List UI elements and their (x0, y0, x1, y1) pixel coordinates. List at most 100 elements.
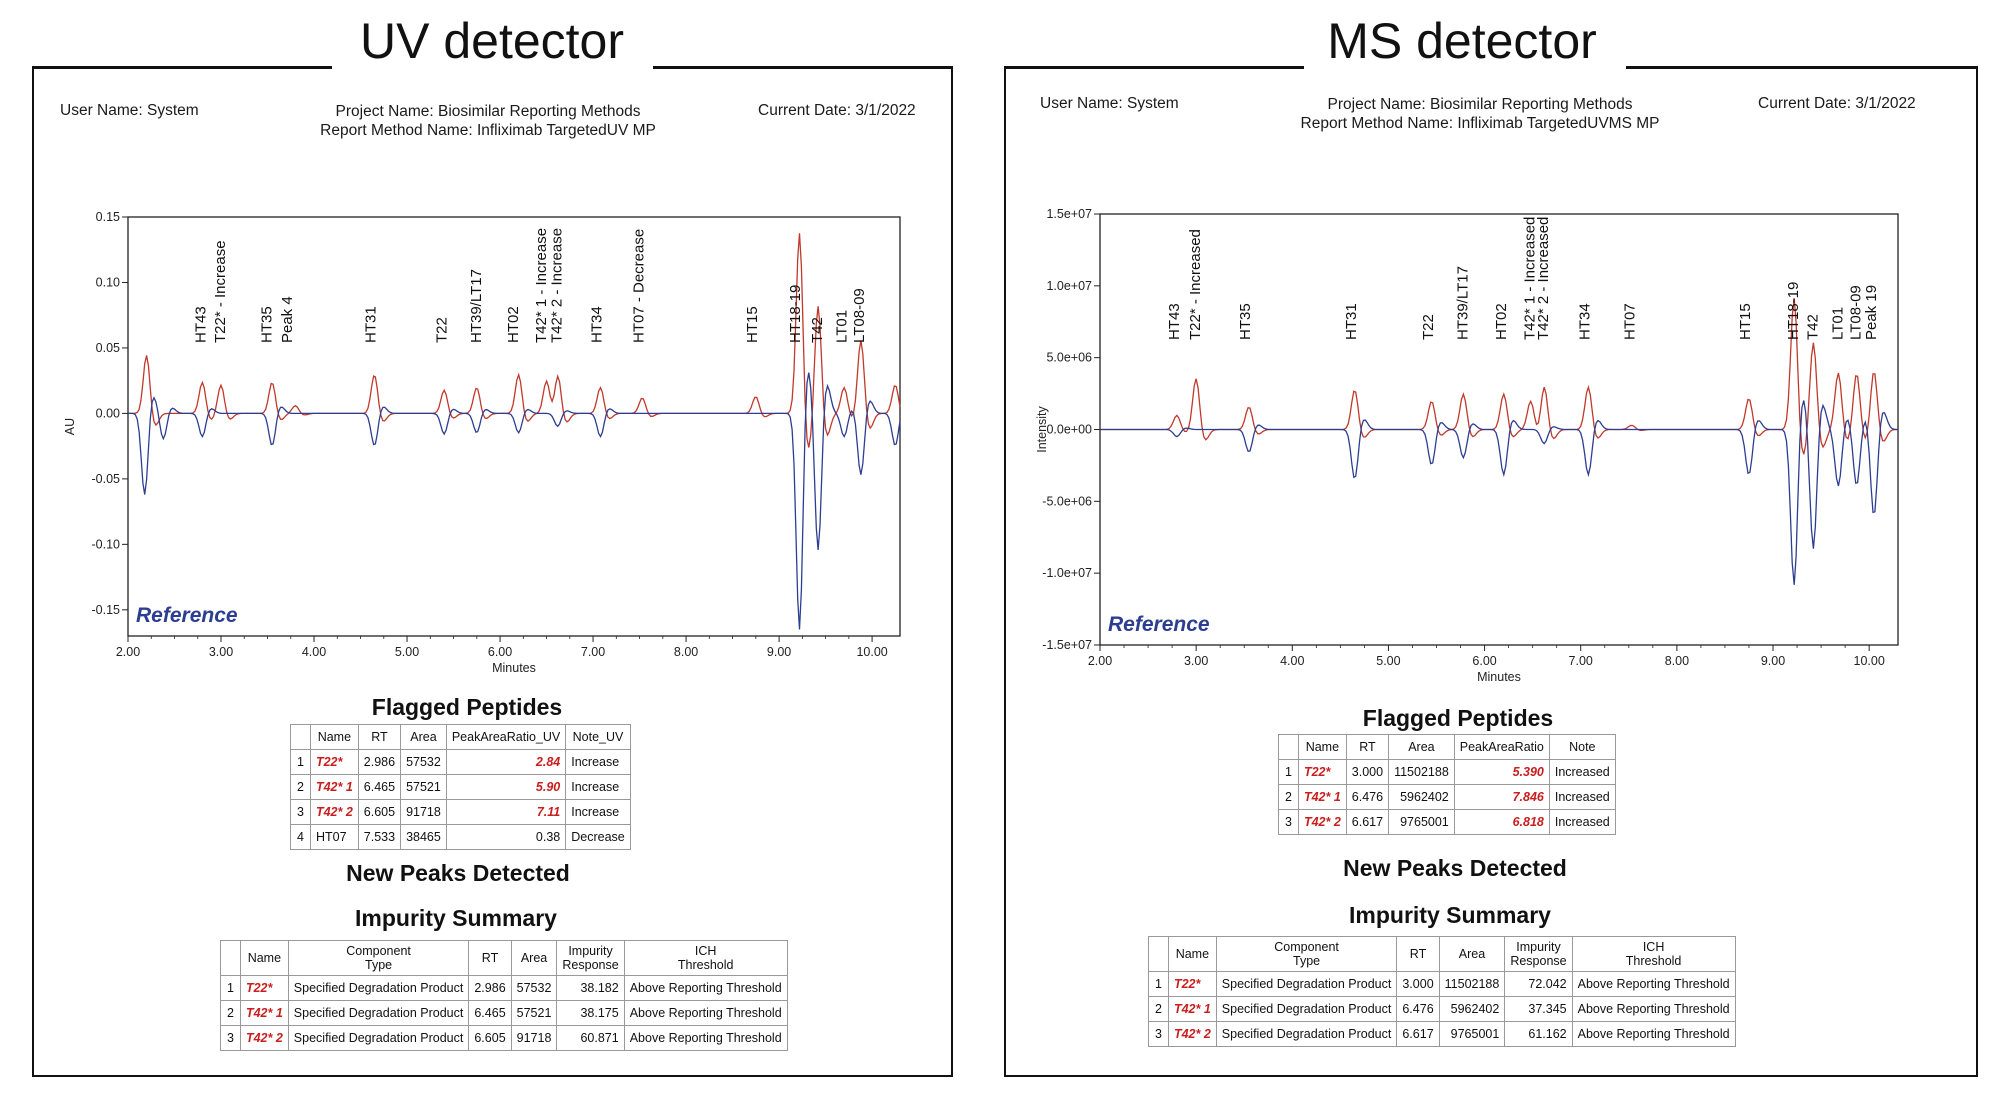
table-cell: T42* 1 (1297, 784, 1347, 810)
uv-y-tick-label: -0.10 (92, 537, 121, 551)
uv-peak-label: HT31 (363, 306, 380, 343)
table-cell: T22* (1167, 971, 1217, 997)
column-header: ICH Threshold (623, 940, 788, 976)
ms-peak-label: LT08-09 (1848, 285, 1865, 340)
uv-heading-rule-left (32, 66, 332, 69)
uv-peak-label: HT34 (589, 306, 606, 343)
table-cell: 5.90 (445, 774, 567, 800)
table-header-row: Name Component Type RT Area Impurity Response I… (1148, 936, 1736, 972)
ms-peak-label: HT34 (1577, 303, 1594, 340)
column-header: Area (400, 724, 447, 750)
ms-heading-rule-right (1626, 66, 1978, 69)
column-header: PeakAreaRatio_UV (445, 724, 567, 750)
ms-peak-label: HT15 (1737, 303, 1754, 340)
uv-y-tick-label: -0.15 (92, 603, 121, 617)
table-cell: 3.000 (1396, 971, 1440, 997)
uv-y-tick-label: 0.10 (96, 275, 120, 289)
table-cell: 3 (220, 1025, 241, 1051)
uv-x-axis-label: Minutes (492, 661, 536, 675)
uv-user-name: User Name: System (60, 102, 199, 119)
table-cell: 7.846 (1453, 784, 1550, 810)
ms-impurity-title: Impurity Summary (1349, 902, 1551, 928)
ms-y-tick-label: 1.5e+07 (1046, 207, 1092, 221)
uv-x-tick-label: 8.00 (674, 645, 698, 659)
table-cell: 11502188 (1388, 759, 1455, 785)
table-cell: 57532 (510, 975, 558, 1001)
uv-x-tick-label: 6.00 (488, 645, 512, 659)
ms-x-tick-label: 10.00 (1854, 654, 1885, 668)
table-cell: 6.465 (468, 1000, 512, 1026)
ms-y-tick-label: 5.0e+06 (1046, 351, 1092, 365)
uv-peak-label: T42* 1 - Increase (533, 228, 550, 343)
table-cell: Increase (565, 774, 631, 800)
uv-x-tick-label: 9.00 (767, 645, 791, 659)
uv-peak-label: T22 (433, 317, 450, 343)
ms-project-name: Project Name: Biosimilar Reporting Metho… (1327, 96, 1633, 113)
uv-reference-label: Reference (136, 604, 238, 627)
ms-y-tick-label: 0.0e+00 (1046, 423, 1092, 437)
table-cell: 7.11 (445, 799, 567, 825)
table-cell: Specified Degradation Product (287, 1000, 470, 1026)
uv-peak-label: HT43 (192, 306, 209, 343)
table-cell: T42* 2 (1297, 809, 1347, 835)
column-header: Name (1297, 734, 1347, 760)
table-cell: 7.533 (357, 824, 402, 850)
uv-peak-label: HT35 (259, 306, 276, 343)
uv-flagged-table: Name RT Area PeakAreaRatio_UV Note_UV 1 T22* 2.… (290, 724, 631, 850)
ms-heading: MS detector (1327, 13, 1597, 69)
table-row: 2 T42* 1 6.465 57521 5.90 Increase (290, 774, 631, 800)
column-header (1278, 734, 1299, 760)
table-cell: 91718 (510, 1025, 558, 1051)
uv-peak-label: LT01 (833, 310, 850, 343)
ms-y-axis-label: Intensity (1035, 405, 1049, 452)
column-header: Area (1388, 734, 1455, 760)
uv-peak-label: Peak 4 (279, 296, 296, 343)
ms-chromatogram: 2.00 3.00 4.00 5.00 6.00 7.00 8.00 9.00 10.00 1.5… (1035, 207, 1899, 684)
ms-x-tick-label: 6.00 (1472, 654, 1496, 668)
uv-y-tick-label: 0.00 (96, 406, 120, 420)
table-header-row: Name RT Area PeakAreaRatio Note (1278, 734, 1616, 760)
column-header: RT (1396, 936, 1440, 972)
ms-flagged-table: Name RT Area PeakAreaRatio Note 1 T22* 3.000 115… (1278, 734, 1616, 835)
table-cell: T42* 2 (239, 1025, 289, 1051)
table-cell: Specified Degradation Product (1215, 996, 1398, 1022)
ms-peak-label: HT07 (1622, 303, 1639, 340)
table-row: 4 HT07 7.533 38465 0.38 Decrease (290, 824, 631, 850)
uv-peak-label: LT08-09 (851, 288, 868, 343)
table-row: 1 T22* 3.000 11502188 5.390 Increased (1278, 759, 1616, 785)
uv-impurity-table: Name Component Type RT Area Impurity Response I… (220, 940, 788, 1051)
table-cell: 6.818 (1453, 809, 1550, 835)
table-cell: 3 (290, 799, 311, 825)
ms-peak-label: LT01 (1829, 307, 1846, 340)
table-cell: T22* (1297, 759, 1347, 785)
ms-current-date: Current Date: 3/1/2022 (1758, 95, 1916, 112)
table-cell: Increased (1548, 809, 1616, 835)
table-cell: 11502188 (1438, 971, 1506, 997)
table-cell: 3 (1278, 809, 1299, 835)
ms-peak-label: HT43 (1166, 303, 1183, 340)
table-cell: 6.617 (1345, 809, 1390, 835)
ms-peak-label: Peak 19 (1863, 285, 1880, 340)
table-cell: Above Reporting Threshold (623, 1025, 788, 1051)
table-cell: 2.84 (445, 749, 567, 775)
ms-x-tick-label: 9.00 (1761, 654, 1785, 668)
table-cell: 5962402 (1388, 784, 1455, 810)
ms-peak-label: HT35 (1237, 303, 1254, 340)
ms-peak-label: T42* 1 - Increased (1522, 217, 1539, 340)
table-cell: 38.175 (556, 1000, 625, 1026)
table-cell: Specified Degradation Product (1215, 971, 1398, 997)
table-row: 1 T22* Specified Degradation Product 2.986 5… (220, 975, 788, 1001)
ms-y-tick-label: -1.5e+07 (1042, 638, 1092, 652)
ms-new-peaks-title: New Peaks Detected (1343, 855, 1567, 881)
ms-report-method: Report Method Name: Infliximab TargetedU… (1300, 115, 1660, 132)
uv-x-tick-label: 7.00 (581, 645, 605, 659)
table-cell: 37.345 (1504, 996, 1573, 1022)
uv-reference-trace (128, 372, 901, 630)
table-cell: Specified Degradation Product (287, 975, 470, 1001)
uv-peak-label: HT15 (744, 306, 761, 343)
table-cell: T42* 2 (309, 799, 359, 825)
uv-y-tick-label: -0.05 (92, 472, 121, 486)
table-cell: 9765001 (1438, 1021, 1506, 1047)
ms-peak-label: T22* - Increased (1187, 229, 1204, 340)
table-cell: 3 (1148, 1021, 1169, 1047)
